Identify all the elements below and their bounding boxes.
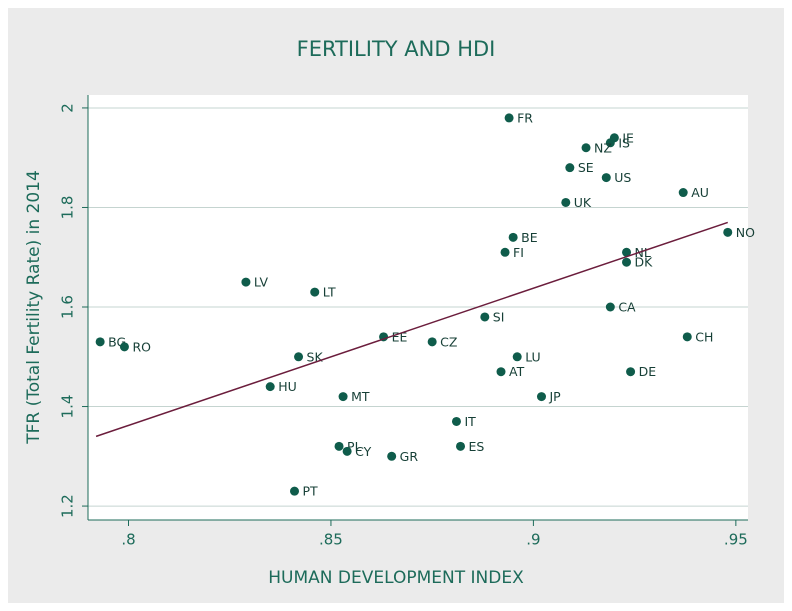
point: [512, 352, 522, 362]
point: [605, 138, 615, 148]
point: [451, 416, 461, 426]
point-label: EE: [392, 329, 408, 344]
point-label: BE: [521, 230, 538, 245]
y-tick-label: 2: [59, 103, 77, 113]
point: [561, 197, 571, 207]
point-label: NO: [736, 225, 755, 240]
point: [338, 392, 348, 402]
point-label: CA: [618, 300, 636, 315]
point-label: JP: [548, 389, 561, 404]
point: [504, 113, 514, 123]
point: [294, 352, 304, 362]
point: [581, 143, 591, 153]
point: [119, 342, 129, 352]
point-label: FI: [513, 245, 524, 260]
point-label: PT: [303, 484, 319, 499]
point-label: NL: [635, 245, 651, 260]
point: [622, 247, 632, 257]
y-tick-label: 1.2: [59, 494, 77, 518]
x-tick-label: .9: [526, 531, 540, 549]
point: [342, 446, 352, 456]
point: [387, 451, 397, 461]
point: [456, 441, 466, 451]
point-label: SE: [578, 160, 594, 175]
x-tick-label: .85: [319, 531, 343, 549]
point-label: ES: [469, 439, 485, 454]
point-label: MT: [351, 389, 370, 404]
point-label: RO: [132, 339, 151, 354]
point-label: NZ: [594, 140, 612, 155]
point-label: DK: [635, 255, 654, 270]
point: [605, 302, 615, 312]
point: [480, 312, 490, 322]
point: [508, 232, 518, 242]
point-label: US: [614, 170, 631, 185]
y-tick-label: 1.6: [59, 295, 77, 319]
y-axis-label: TFR (Total Fertility Rate) in 2014: [24, 170, 44, 445]
point-label: IS: [618, 135, 630, 150]
point-label: AU: [691, 185, 709, 200]
point-label: LT: [323, 285, 336, 300]
y-tick-label: 1.8: [58, 196, 76, 220]
point: [723, 227, 733, 237]
point: [536, 392, 546, 402]
point: [290, 486, 300, 496]
point: [682, 332, 692, 342]
point-label: GR: [400, 449, 419, 464]
point: [427, 337, 437, 347]
fit-line: [95, 221, 728, 438]
point-label: LU: [525, 349, 541, 364]
y-tick-label: 1.4: [59, 395, 77, 419]
x-axis-label: HUMAN DEVELOPMENT INDEX: [268, 568, 524, 588]
point-label: IE: [622, 130, 634, 145]
point-label: LV: [254, 275, 269, 290]
point-label: FR: [517, 110, 533, 125]
point-label: HU: [278, 379, 297, 394]
point: [601, 173, 611, 183]
chart-title: FERTILITY AND HDI: [297, 37, 496, 61]
point-label: CZ: [440, 334, 457, 349]
point-label: SI: [493, 309, 505, 324]
point-label: IT: [464, 414, 476, 429]
point: [500, 247, 510, 257]
point: [241, 277, 251, 287]
x-tick-label: .8: [121, 531, 135, 549]
point: [678, 188, 688, 198]
point: [265, 382, 275, 392]
point: [310, 287, 320, 297]
x-tick-label: .95: [724, 531, 748, 549]
point-label: DE: [639, 364, 657, 379]
point: [334, 441, 344, 451]
point: [95, 337, 105, 347]
point: [626, 367, 636, 377]
point-label: UK: [574, 195, 592, 210]
point-label: CH: [695, 329, 713, 344]
point-label: AT: [509, 364, 525, 379]
point: [565, 163, 575, 173]
point-label: CY: [355, 444, 372, 459]
point: [496, 367, 506, 377]
point: [622, 257, 632, 267]
